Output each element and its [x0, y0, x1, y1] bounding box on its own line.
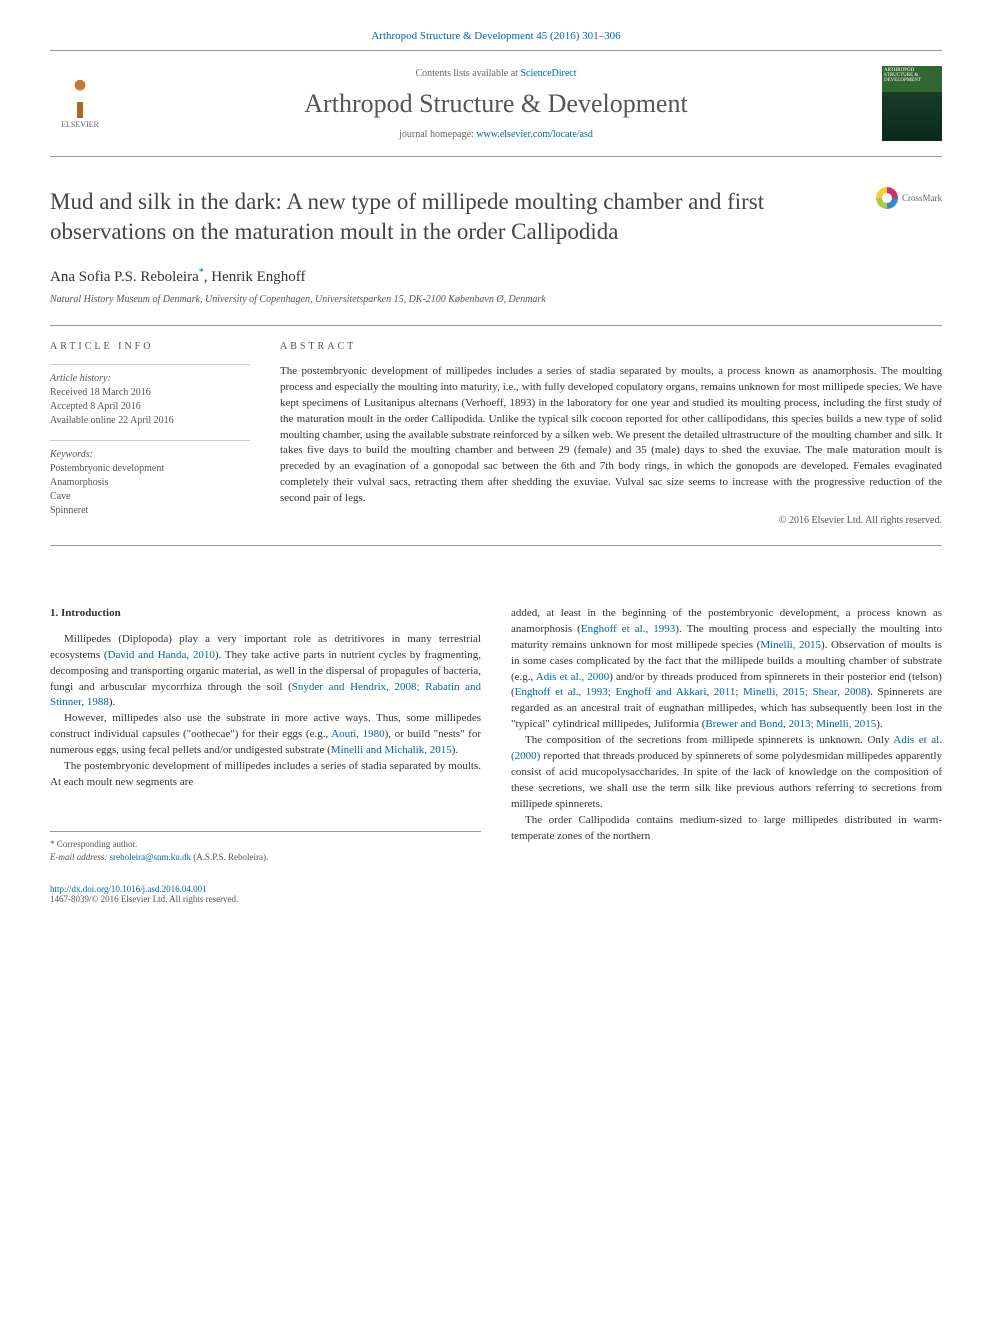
- col2-p3: The order Callipodida contains medium-si…: [511, 813, 942, 845]
- keyword-1: Anamorphosis: [50, 476, 250, 490]
- history-block: Article history: Received 18 March 2016 …: [50, 364, 250, 428]
- contents-bar: ELSEVIER Contents lists available at Sci…: [50, 50, 942, 157]
- crossmark-label: CrossMark: [902, 193, 942, 203]
- authors: Ana Sofia P.S. Reboleira*, Henrik Enghof…: [50, 267, 942, 286]
- corr-email-label: E-mail address:: [50, 852, 110, 862]
- body-columns: 1. Introduction Millipedes (Diplopoda) p…: [50, 606, 942, 864]
- ref-minelli-2015[interactable]: Minelli, 2015: [760, 639, 821, 651]
- author-1: Ana Sofia P.S. Reboleira: [50, 269, 199, 285]
- keywords-heading: Keywords:: [50, 449, 250, 460]
- article-info-label: ARTICLE INFO: [50, 341, 250, 352]
- homepage-link[interactable]: www.elsevier.com/locate/asd: [476, 129, 593, 140]
- footer-block: http://dx.doi.org/10.1016/j.asd.2016.04.…: [50, 884, 942, 904]
- ref-enghoff-1993[interactable]: Enghoff et al., 1993: [581, 623, 675, 635]
- keywords-block: Keywords: Postembryonic development Anam…: [50, 440, 250, 518]
- corr-label: * Corresponding author.: [50, 838, 481, 851]
- c2p1-f: ).: [876, 718, 882, 730]
- abstract-label: ABSTRACT: [280, 341, 942, 352]
- corresponding-author-block: * Corresponding author. E-mail address: …: [50, 831, 481, 864]
- abstract-copyright: © 2016 Elsevier Ltd. All rights reserved…: [280, 515, 942, 526]
- p1-text-c: ).: [109, 696, 115, 708]
- history-heading: Article history:: [50, 373, 250, 384]
- corr-email-link[interactable]: sreboleira@snm.ku.dk: [110, 852, 191, 862]
- affiliation: Natural History Museum of Denmark, Unive…: [50, 294, 942, 305]
- intro-p2: However, millipedes also use the substra…: [50, 711, 481, 759]
- elsevier-label: ELSEVIER: [61, 120, 99, 129]
- ref-aouti[interactable]: Aouti, 1980: [331, 728, 384, 740]
- ref-david-handa[interactable]: David and Handa, 2010: [108, 649, 215, 661]
- journal-name: Arthropod Structure & Development: [110, 89, 882, 119]
- body-column-left: 1. Introduction Millipedes (Diplopoda) p…: [50, 606, 481, 864]
- crossmark-badge[interactable]: CrossMark: [876, 187, 942, 209]
- history-accepted: Accepted 8 April 2016: [50, 400, 250, 414]
- history-online: Available online 22 April 2016: [50, 414, 250, 428]
- ref-brewer-bond[interactable]: Brewer and Bond, 2013; Minelli, 2015: [705, 718, 876, 730]
- contents-text: Contents lists available at: [415, 68, 520, 79]
- intro-p1: Millipedes (Diplopoda) play a very impor…: [50, 632, 481, 712]
- crossmark-icon: [876, 187, 898, 209]
- corr-email-line: E-mail address: sreboleira@snm.ku.dk (A.…: [50, 851, 481, 864]
- journal-cover-thumb[interactable]: ARTHROPOD STRUCTURE & DEVELOPMENT: [882, 66, 942, 141]
- article-title: Mud and silk in the dark: A new type of …: [50, 187, 876, 247]
- abstract-text: The postembryonic development of millipe…: [280, 364, 942, 507]
- homepage-line: journal homepage: www.elsevier.com/locat…: [110, 129, 882, 140]
- body-column-right: added, at least in the beginning of the …: [511, 606, 942, 864]
- elsevier-tree-icon: [60, 78, 100, 118]
- issn-copyright: 1467-8039/© 2016 Elsevier Ltd. All right…: [50, 894, 942, 904]
- col2-p2: The composition of the secretions from m…: [511, 733, 942, 813]
- ref-adis-2000[interactable]: Adis et al., 2000: [536, 671, 609, 683]
- article-info: ARTICLE INFO Article history: Received 1…: [50, 341, 250, 530]
- p2-text-c: ).: [452, 744, 458, 756]
- keyword-2: Cave: [50, 490, 250, 504]
- abstract-column: ABSTRACT The postembryonic development o…: [280, 341, 942, 530]
- keyword-0: Postembryonic development: [50, 462, 250, 476]
- keyword-3: Spinneret: [50, 504, 250, 518]
- ref-minelli-michalik[interactable]: Minelli and Michalik, 2015: [331, 744, 452, 756]
- corr-name: (A.S.P.S. Reboleira).: [191, 852, 268, 862]
- citation-header: Arthropod Structure & Development 45 (20…: [50, 30, 942, 42]
- ref-enghoff-multi[interactable]: Enghoff et al., 1993; Enghoff and Akkari…: [515, 686, 867, 698]
- c2p2-a: The composition of the secretions from m…: [525, 734, 893, 746]
- history-received: Received 18 March 2016: [50, 386, 250, 400]
- c2p2-b: reported that threads produced by spinne…: [511, 750, 942, 810]
- homepage-label: journal homepage:: [399, 129, 476, 140]
- col2-p1: added, at least in the beginning of the …: [511, 606, 942, 734]
- author-2: , Henrik Enghoff: [204, 269, 306, 285]
- info-abstract-row: ARTICLE INFO Article history: Received 1…: [50, 325, 942, 546]
- sciencedirect-link[interactable]: ScienceDirect: [520, 68, 576, 79]
- doi-link[interactable]: http://dx.doi.org/10.1016/j.asd.2016.04.…: [50, 884, 207, 894]
- intro-p3: The postembryonic development of millipe…: [50, 759, 481, 791]
- title-row: Mud and silk in the dark: A new type of …: [50, 187, 942, 247]
- contents-center: Contents lists available at ScienceDirec…: [110, 68, 882, 140]
- elsevier-logo[interactable]: ELSEVIER: [50, 74, 110, 134]
- contents-line: Contents lists available at ScienceDirec…: [110, 68, 882, 79]
- intro-heading: 1. Introduction: [50, 606, 481, 622]
